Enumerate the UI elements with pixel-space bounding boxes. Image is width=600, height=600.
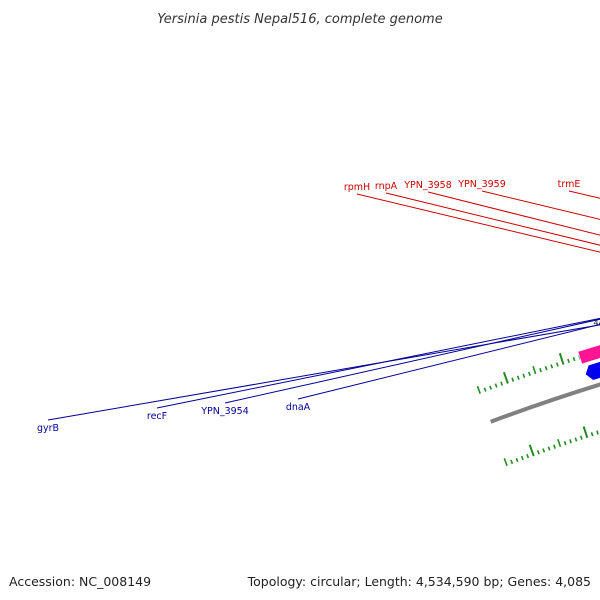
reverse-cds-gyrB [584, 361, 600, 381]
inner-scale-tick [483, 387, 487, 392]
reverse-gene-gyrB [577, 344, 600, 365]
outer-scale-tick [510, 459, 514, 465]
inner-scale-tick [476, 385, 481, 394]
inner-scale-tick [500, 381, 504, 386]
gene-label-YPN_3954: YPN_3954 [200, 406, 249, 417]
inner-scale-tick [511, 377, 515, 382]
inner-scale-tick [494, 383, 498, 388]
inner-scale-tick [572, 356, 576, 362]
gene-labels-layer: gyrB recF YPN_3954 dnaA rpmH rnpA YPN_3958 YPN_… [37, 179, 600, 434]
outer-scale-tick [574, 437, 578, 442]
leader-line-rpmH [356, 193, 600, 253]
gene-label-trmE: trmE [558, 179, 581, 190]
outer-scale-tick [553, 444, 556, 449]
leader-line-rnpA [385, 192, 600, 246]
genome-backbone [490, 382, 600, 424]
scale-tick-label: 4496 kbp [594, 318, 600, 327]
inner-scale-tick [489, 385, 493, 390]
outer-scale-tick [520, 455, 524, 461]
outer-scale-tick [526, 453, 530, 459]
inner-scale-tick [555, 362, 559, 367]
leader-line-gyrB [47, 324, 600, 421]
inner-scale-tick [544, 366, 548, 371]
outer-scale-tick [557, 438, 562, 448]
gene-label-rnpA: rnpA [375, 181, 398, 192]
outer-scale-tick [547, 446, 551, 451]
leader-line-YPN_3954 [224, 318, 600, 404]
outer-scale-tick [536, 450, 540, 455]
gene-label-rpmH: rpmH [344, 182, 370, 193]
inner-scale-tick [550, 364, 554, 369]
genome-summary-text: Topology: circular; Length: 4,534,590 bp… [247, 574, 591, 589]
outer-scale-tick [542, 448, 546, 453]
inner-scale-tick [502, 371, 509, 384]
gene-label-YPN_3958: YPN_3958 [403, 180, 452, 191]
outer-scale-tick [563, 440, 567, 446]
inner-scale-tick [567, 358, 570, 364]
outer-scale-tick [569, 439, 572, 444]
outer-scale-tick [590, 432, 594, 437]
outer-scale-tick [528, 444, 535, 457]
genome-backbone-layer [490, 382, 600, 424]
gene-label-YPN_3959: YPN_3959 [457, 179, 506, 190]
outer-scale-tick [579, 435, 583, 440]
outer-scale-tick [596, 430, 599, 435]
gene-label-dnaA: dnaA [286, 402, 311, 413]
leader-line-recF [156, 317, 600, 409]
inner-scale-tick [532, 366, 537, 375]
accession-text: Accession: NC_008149 [9, 574, 151, 589]
leader-line-YPN_3958 [427, 191, 600, 236]
inner-scale-tick [558, 352, 565, 365]
outer-scale-tick [582, 426, 589, 439]
gene-label-recF: recF [147, 411, 167, 422]
gene-features-layer [577, 344, 600, 381]
leader-line-dnaA [297, 323, 600, 400]
inner-scale-tick [528, 371, 531, 377]
map-title: Yersinia pestis Nepal516, complete genom… [157, 12, 442, 27]
leader-line-YPN_3959 [481, 190, 600, 220]
inner-scale-tick [539, 367, 542, 373]
inner-scale-tick [522, 373, 526, 378]
outer-scale-tick [503, 458, 508, 467]
outer-scale-tick [515, 457, 519, 463]
inner-scale-tick [516, 375, 520, 380]
gene-label-gyrB: gyrB [37, 423, 59, 434]
